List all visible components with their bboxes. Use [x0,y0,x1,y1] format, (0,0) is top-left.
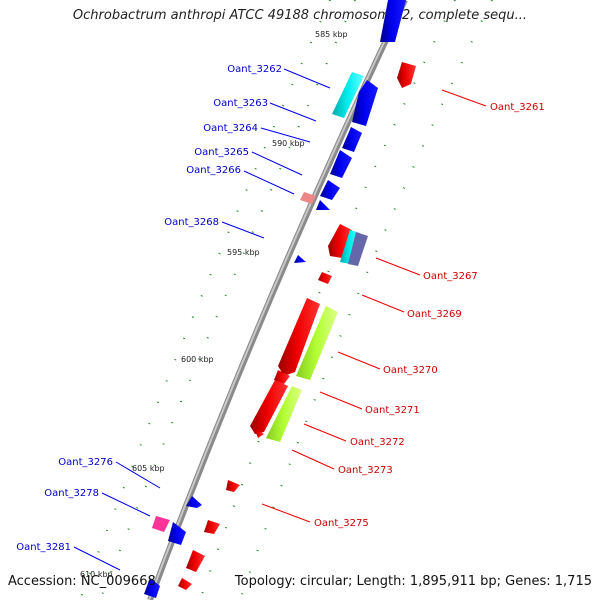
gene-arrow[interactable] [352,80,378,126]
map-title: Ochrobactrum anthropi ATCC 49188 chromos… [72,8,528,23]
gene-arrow[interactable] [186,550,205,572]
gene-arrow[interactable] [380,0,406,42]
gene-arrow[interactable] [318,272,332,284]
gene-label-oant-3266[interactable]: Oant_3266 [186,165,241,176]
scale-label-600: 600 kbp [181,355,214,364]
gene-label-oant-3263[interactable]: Oant_3263 [213,98,268,109]
gene-label-oant-3281[interactable]: Oant_3281 [16,542,71,553]
gene-label-oant-3276[interactable]: Oant_3276 [58,457,113,468]
gene-label-oant-3265[interactable]: Oant_3265 [194,147,249,158]
gene-label-oant-3278[interactable]: Oant_3278 [44,488,99,499]
forward-genes [144,0,406,598]
left-connectors [73,68,331,571]
gene-arrow[interactable] [178,578,192,590]
gene-arrow[interactable] [278,298,320,376]
gene-arrow[interactable] [274,370,290,384]
gene-arrow[interactable] [250,380,288,434]
scale-label-585: 585 kbp [315,30,348,39]
gene-arrow[interactable] [342,127,362,152]
gene-label-oant-3275[interactable]: Oant_3275 [314,518,369,529]
gene-arrow[interactable] [316,200,330,210]
other-features [152,72,368,532]
scale-label-595: 595 kbp [227,248,260,257]
gene-label-oant-3267[interactable]: Oant_3267 [423,271,478,282]
gene-label-oant-3272[interactable]: Oant_3272 [350,437,405,448]
feature-block[interactable] [300,192,316,204]
accession-text: Accession: NC_009668 [8,574,156,589]
gene-arrow[interactable] [320,180,340,200]
scale-label-590: 590 kbp [272,139,305,148]
gene-label-oant-3261[interactable]: Oant_3261 [490,102,545,113]
gene-arrow[interactable] [330,150,352,178]
right-connectors [261,89,487,523]
gene-arrow[interactable] [144,578,160,598]
feature-block[interactable] [348,232,368,266]
feature-block[interactable] [332,72,364,118]
gene-label-oant-3273[interactable]: Oant_3273 [338,465,393,476]
gene-arrow[interactable] [168,522,186,545]
gene-arrow[interactable] [328,224,352,258]
gene-label-oant-3268[interactable]: Oant_3268 [164,217,219,228]
gene-label-oant-3270[interactable]: Oant_3270 [383,365,438,376]
gene-label-oant-3264[interactable]: Oant_3264 [203,123,258,134]
gene-arrow[interactable] [204,520,220,534]
feature-block[interactable] [296,306,338,380]
gene-label-oant-3269[interactable]: Oant_3269 [407,309,462,320]
reverse-genes [178,62,416,590]
scale-label-605: 605 kbp [132,464,165,473]
gene-label-oant-3262[interactable]: Oant_3262 [227,64,282,75]
feature-block[interactable] [152,516,170,532]
gene-label-oant-3271[interactable]: Oant_3271 [365,405,420,416]
scale-label-610: 610 kbp [80,570,113,579]
feature-block[interactable] [266,386,302,442]
gene-arrow[interactable] [186,496,202,508]
gene-arrow[interactable] [226,480,240,492]
gene-arrow[interactable] [254,428,264,438]
gene-arrow[interactable] [397,62,416,88]
topology-text: Topology: circular; Length: 1,895,911 bp… [234,574,592,589]
gene-arrow[interactable] [294,255,306,263]
